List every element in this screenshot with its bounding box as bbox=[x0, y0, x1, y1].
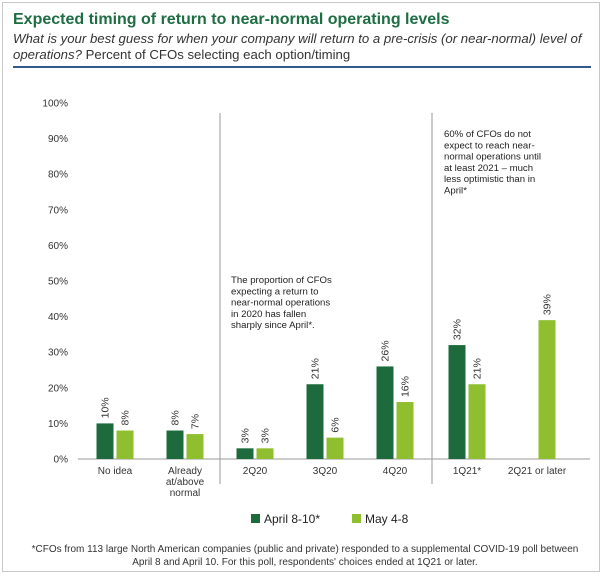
bar-may bbox=[468, 384, 486, 459]
footnote: *CFOs from 113 large North American comp… bbox=[31, 544, 579, 568]
annotation-text: April* bbox=[444, 186, 467, 197]
title-divider bbox=[13, 66, 591, 68]
bar-value-label: 8% bbox=[120, 410, 132, 425]
bar-may bbox=[186, 434, 204, 459]
annotation-text: sharply since April*. bbox=[231, 320, 315, 331]
x-category-label: 4Q20 bbox=[383, 466, 408, 477]
bar-may bbox=[116, 430, 134, 459]
annotation-text: in 2020 has fallen bbox=[231, 309, 306, 320]
bar-value-label: 21% bbox=[472, 358, 484, 379]
x-category-label: 2Q20 bbox=[243, 466, 268, 477]
bar-value-label: 7% bbox=[190, 414, 202, 429]
bar-april bbox=[236, 448, 254, 459]
y-tick-label: 30% bbox=[48, 348, 68, 359]
y-tick-label: 50% bbox=[48, 277, 68, 288]
x-category-label: No idea bbox=[98, 466, 133, 477]
x-category-label: 3Q20 bbox=[313, 466, 338, 477]
y-tick-label: 40% bbox=[48, 312, 68, 323]
x-category-label: 2Q21 or later bbox=[508, 466, 567, 477]
bar-value-label: 8% bbox=[170, 410, 182, 425]
subtitle-question: What is your best guess for when your co… bbox=[13, 31, 582, 62]
legend-label: May 4-8 bbox=[365, 512, 409, 526]
y-tick-label: 60% bbox=[48, 241, 68, 252]
bar-april bbox=[376, 366, 394, 459]
bar-value-label: 32% bbox=[452, 319, 464, 340]
bar-value-label: 3% bbox=[240, 428, 252, 443]
annotation-text: near-normal operations bbox=[231, 298, 330, 309]
bar-april bbox=[306, 384, 324, 459]
bar-april bbox=[166, 430, 184, 459]
bar-may bbox=[256, 448, 274, 459]
annotation-text: expect to reach near- bbox=[444, 140, 535, 151]
subtitle-note: Percent of CFOs selecting each option/ti… bbox=[85, 47, 351, 62]
bar-april bbox=[448, 345, 466, 459]
legend-label: April 8-10* bbox=[264, 512, 320, 526]
bar-value-label: 10% bbox=[100, 397, 112, 418]
legend-swatch bbox=[251, 514, 260, 523]
y-tick-label: 0% bbox=[54, 455, 69, 466]
chart-frame: Expected timing of return to near-normal… bbox=[2, 2, 600, 572]
y-tick-label: 90% bbox=[48, 134, 68, 145]
annotation-text: less optimistic than in bbox=[444, 174, 535, 185]
annotation-text: at least 2021 – much bbox=[444, 163, 533, 174]
annotation-text: normal operations until bbox=[444, 152, 541, 163]
bar-value-label: 21% bbox=[310, 358, 322, 379]
bar-value-label: 16% bbox=[400, 376, 412, 397]
annotation-text: The proportion of CFOs bbox=[231, 275, 332, 286]
y-tick-label: 100% bbox=[42, 99, 68, 110]
x-category-label: normal bbox=[170, 488, 201, 499]
chart-title: Expected timing of return to near-normal… bbox=[13, 11, 450, 28]
bar-value-label: 6% bbox=[330, 417, 342, 432]
y-tick-label: 80% bbox=[48, 170, 68, 181]
bar-may bbox=[538, 320, 556, 459]
bar-may bbox=[396, 402, 414, 459]
x-category-label: 1Q21* bbox=[453, 466, 481, 477]
bar-april bbox=[96, 423, 114, 459]
annotation-text: 60% of CFOs do not bbox=[444, 129, 531, 140]
chart-subtitle: What is your best guess for when your co… bbox=[13, 31, 583, 63]
legend-swatch bbox=[352, 514, 361, 523]
bar-value-label: 3% bbox=[260, 428, 272, 443]
bar-value-label: 26% bbox=[380, 340, 392, 361]
y-tick-label: 20% bbox=[48, 383, 68, 394]
x-category-label: Already bbox=[168, 466, 202, 477]
bar-value-label: 39% bbox=[542, 294, 554, 315]
y-tick-label: 70% bbox=[48, 205, 68, 216]
bar-may bbox=[326, 437, 344, 459]
annotation-text: expecting a return to bbox=[231, 286, 318, 297]
y-tick-label: 10% bbox=[48, 419, 68, 430]
x-category-label: at/above bbox=[166, 477, 205, 488]
